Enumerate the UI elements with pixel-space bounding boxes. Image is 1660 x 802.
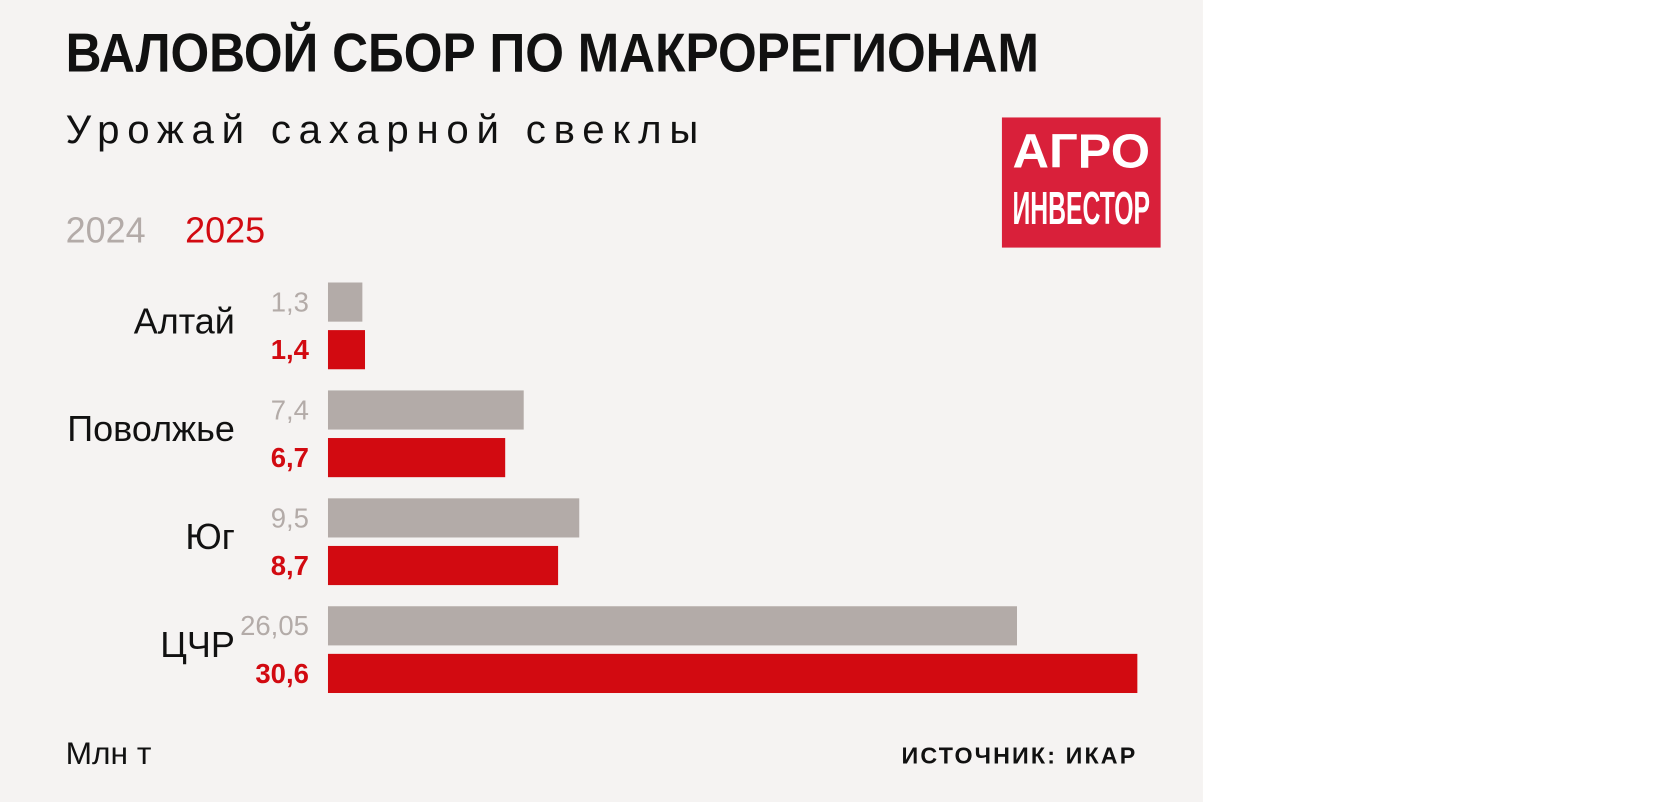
- bar: [327, 282, 363, 322]
- value-label: 8,7: [271, 550, 309, 581]
- value-label: 30,6: [255, 658, 309, 689]
- unit-label: Млн т: [66, 735, 152, 771]
- bar: [327, 606, 1018, 646]
- bar: [327, 545, 559, 586]
- bar: [327, 390, 524, 430]
- legend-entry: 2024: [66, 209, 146, 250]
- value-label: 6,7: [271, 442, 309, 473]
- value-label: 7,4: [271, 394, 309, 425]
- legend-entry: 2025: [185, 209, 265, 250]
- category-label: ЦЧР: [160, 624, 235, 665]
- value-label: 1,3: [271, 286, 309, 317]
- value-label: 9,5: [271, 502, 309, 533]
- bar: [327, 330, 366, 370]
- chart-title: ВАЛОВОЙ СБОР ПО МАКРОРЕГИОНАМ: [66, 21, 1039, 84]
- source: ИСТОЧНИК: ИКАР: [902, 743, 1138, 769]
- logo: [1001, 117, 1161, 248]
- bar: [327, 653, 1138, 694]
- bar: [327, 438, 506, 478]
- logo-text: АГРО: [1013, 124, 1151, 178]
- category-label: Юг: [185, 516, 234, 557]
- category-label: Алтай: [134, 300, 235, 341]
- category-label: Поволжье: [67, 408, 235, 449]
- value-label: 1,4: [271, 334, 310, 365]
- logo-text: ИНВЕСТОР: [1013, 182, 1151, 234]
- bar: [327, 498, 580, 538]
- value-label: 26,05: [240, 610, 309, 641]
